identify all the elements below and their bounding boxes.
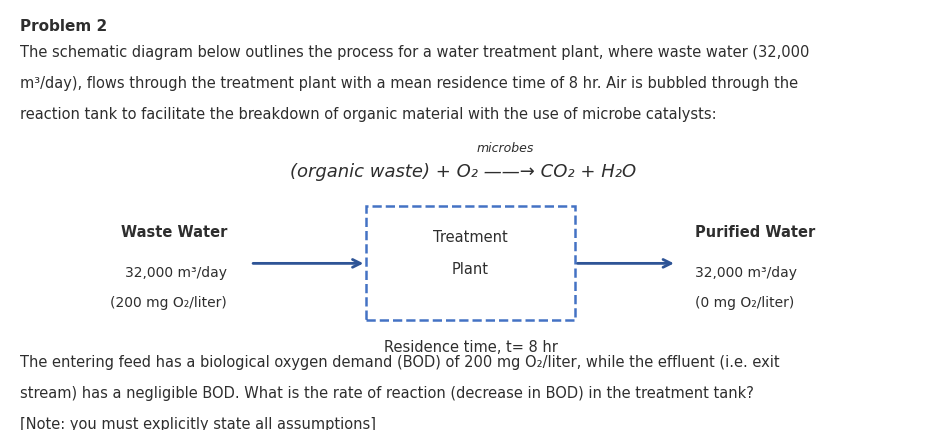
Text: Problem 2: Problem 2 (20, 19, 108, 34)
Text: Purified Water: Purified Water (695, 225, 816, 240)
Text: (0 mg O₂/liter): (0 mg O₂/liter) (695, 296, 794, 310)
Text: Waste Water: Waste Water (121, 225, 227, 240)
Text: m³/day), flows through the treatment plant with a mean residence time of 8 hr. A: m³/day), flows through the treatment pla… (20, 76, 798, 91)
Text: microbes: microbes (476, 142, 534, 155)
Text: Plant: Plant (452, 262, 489, 277)
Text: stream) has a negligible BOD. What is the rate of reaction (decrease in BOD) in : stream) has a negligible BOD. What is th… (20, 386, 755, 401)
Bar (366, 206, 575, 320)
Text: Treatment: Treatment (433, 230, 508, 245)
Text: The entering feed has a biological oxygen demand (BOD) of 200 mg O₂/liter, while: The entering feed has a biological oxyge… (20, 355, 780, 370)
Text: Residence time, t= 8 hr: Residence time, t= 8 hr (384, 340, 557, 355)
Text: (200 mg O₂/liter): (200 mg O₂/liter) (110, 296, 227, 310)
Text: 32,000 m³/day: 32,000 m³/day (125, 265, 227, 280)
Text: (organic waste) + O₂ ——→ CO₂ + H₂O: (organic waste) + O₂ ——→ CO₂ + H₂O (290, 163, 637, 181)
Text: 32,000 m³/day: 32,000 m³/day (695, 265, 797, 280)
Text: The schematic diagram below outlines the process for a water treatment plant, wh: The schematic diagram below outlines the… (20, 45, 810, 60)
Text: reaction tank to facilitate the breakdown of organic material with the use of mi: reaction tank to facilitate the breakdow… (20, 107, 717, 122)
Text: [Note: you must explicitly state all assumptions]: [Note: you must explicitly state all ass… (20, 417, 376, 430)
